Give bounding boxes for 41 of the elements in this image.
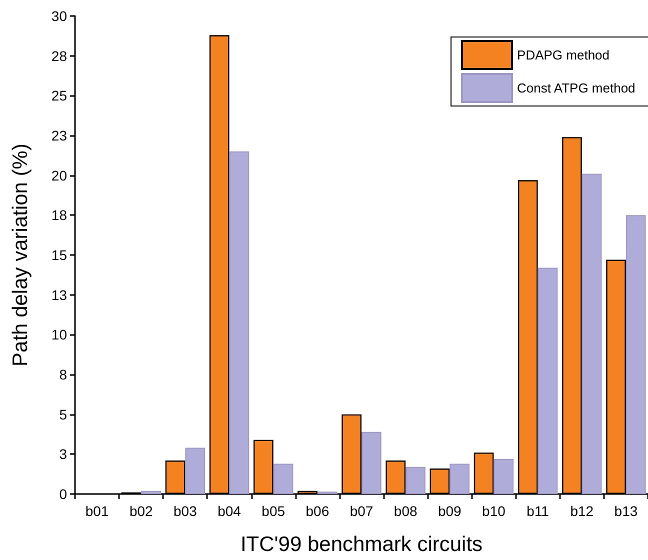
bar bbox=[450, 464, 470, 494]
y-tick-label: 3 bbox=[59, 446, 68, 462]
bar bbox=[582, 174, 602, 494]
x-tick-label: b02 bbox=[129, 503, 154, 519]
x-tick-label: b10 bbox=[482, 503, 506, 519]
y-tick-label: 18 bbox=[51, 207, 68, 224]
bar bbox=[626, 215, 646, 494]
bar bbox=[406, 466, 426, 494]
x-tick-label: b04 bbox=[218, 503, 242, 519]
x-tick-label: b03 bbox=[174, 503, 198, 519]
bar bbox=[273, 464, 294, 494]
x-tick-label: b01 bbox=[85, 503, 109, 519]
bar bbox=[185, 448, 206, 494]
y-tick-label: 28 bbox=[51, 48, 68, 64]
y-tick-label: 13 bbox=[51, 286, 68, 303]
x-tick-label: b11 bbox=[526, 503, 550, 519]
x-tick-label: b06 bbox=[306, 503, 330, 519]
y-tick-label: 5 bbox=[59, 406, 68, 422]
x-tick-label: b09 bbox=[438, 503, 462, 519]
x-tick-label: b08 bbox=[394, 503, 418, 519]
y-tick-label: 8 bbox=[59, 366, 68, 382]
bar bbox=[141, 490, 161, 494]
bar bbox=[538, 268, 558, 494]
bar bbox=[362, 432, 382, 494]
x-tick-label: b12 bbox=[570, 503, 594, 519]
bar bbox=[229, 151, 250, 494]
y-tick-label: 23 bbox=[51, 128, 68, 144]
y-axis-title: Path delay variation (%) bbox=[9, 144, 32, 366]
legend-label: PDAPG method bbox=[517, 48, 610, 62]
y-tick-label: 15 bbox=[51, 247, 68, 263]
y-tick-label: 10 bbox=[51, 326, 68, 343]
y-tick-label: 30 bbox=[51, 8, 68, 24]
x-tick-label: b05 bbox=[262, 503, 286, 519]
y-tick-label: 20 bbox=[51, 167, 68, 184]
x-tick-label: b07 bbox=[350, 503, 374, 519]
legend-label: Const ATPG method bbox=[517, 80, 636, 96]
y-tick-label: 0 bbox=[59, 486, 68, 502]
x-tick-label: b13 bbox=[614, 503, 638, 519]
x-axis-title: ITC'99 benchmark circuits bbox=[240, 533, 483, 556]
y-tick-label: 25 bbox=[51, 88, 68, 104]
bar bbox=[494, 458, 514, 494]
